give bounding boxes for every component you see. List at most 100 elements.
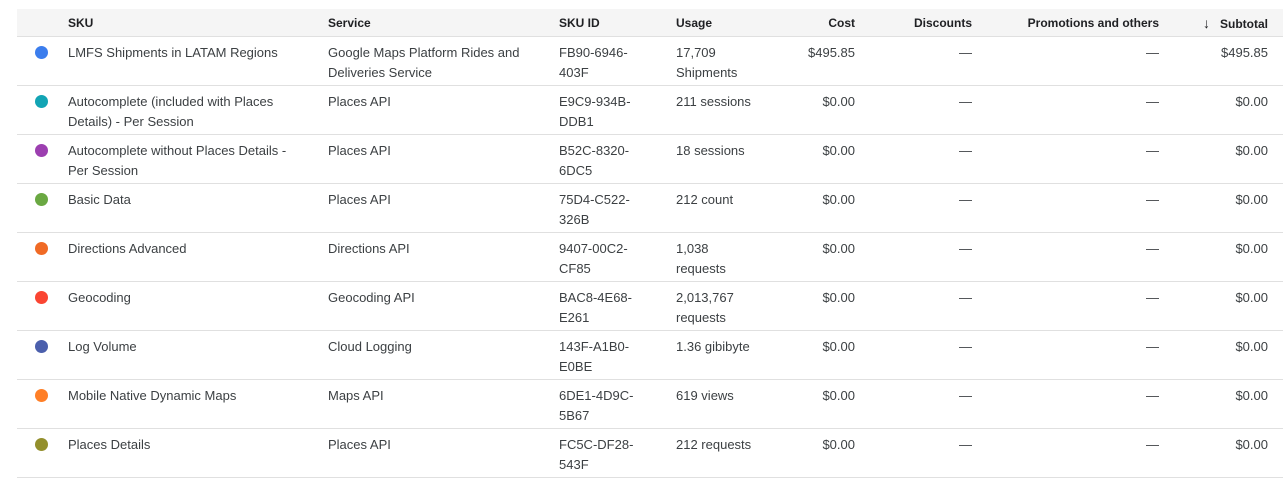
cell-discounts: — bbox=[855, 183, 972, 233]
color-cell bbox=[17, 428, 68, 478]
header-sku-id[interactable]: SKU ID bbox=[559, 9, 676, 37]
arrow-down-icon: ↓ bbox=[1203, 14, 1210, 31]
table-row[interactable]: Geocoding Geocoding API BAC8-4E68-E261 2,01… bbox=[17, 281, 1283, 331]
color-cell bbox=[17, 330, 68, 380]
color-cell bbox=[17, 232, 68, 282]
cell-usage: 212 requests bbox=[676, 428, 776, 478]
cell-sku-id: 6DE1-4D9C-5B67 bbox=[559, 379, 676, 429]
cell-discounts: — bbox=[855, 281, 972, 331]
header-usage[interactable]: Usage bbox=[676, 9, 776, 37]
cell-cost: $495.85 bbox=[776, 36, 855, 86]
table-row[interactable]: Directions Advanced Directions API 9407-00… bbox=[17, 232, 1283, 282]
color-cell bbox=[17, 134, 68, 184]
header-subtotal-label: Subtotal bbox=[1220, 16, 1268, 31]
cell-discounts: — bbox=[855, 330, 972, 380]
table-row[interactable]: Log Volume Cloud Logging 143F-A1B0-E0BE 1.3… bbox=[17, 330, 1283, 380]
cell-usage: 1,038 requests bbox=[676, 232, 776, 282]
table-row[interactable]: Places Details Places API FC5C-DF28-543F 21… bbox=[17, 428, 1283, 478]
header-subtotal[interactable]: ↓ Subtotal bbox=[1159, 9, 1283, 37]
series-color-dot bbox=[35, 46, 48, 59]
cell-usage: 2,013,767 requests bbox=[676, 281, 776, 331]
sku-cost-table: SKU Service SKU ID Usage Cost Discounts … bbox=[17, 9, 1283, 478]
cell-subtotal: $0.00 bbox=[1159, 134, 1283, 184]
cell-promotions: — bbox=[972, 379, 1159, 429]
header-discounts[interactable]: Discounts bbox=[855, 9, 972, 37]
cell-service: Cloud Logging bbox=[328, 330, 559, 380]
series-color-dot bbox=[35, 438, 48, 451]
series-color-dot bbox=[35, 340, 48, 353]
color-cell bbox=[17, 281, 68, 331]
cell-cost: $0.00 bbox=[776, 232, 855, 282]
cell-subtotal: $0.00 bbox=[1159, 85, 1283, 135]
cell-service: Directions API bbox=[328, 232, 559, 282]
cell-promotions: — bbox=[972, 134, 1159, 184]
cell-usage: 1.36 gibibyte bbox=[676, 330, 776, 380]
cell-subtotal: $0.00 bbox=[1159, 379, 1283, 429]
cell-service: Places API bbox=[328, 428, 559, 478]
cell-sku-id: B52C-8320-6DC5 bbox=[559, 134, 676, 184]
cell-sku: Log Volume bbox=[68, 330, 328, 380]
cell-cost: $0.00 bbox=[776, 428, 855, 478]
cell-subtotal: $0.00 bbox=[1159, 330, 1283, 380]
cell-sku: Places Details bbox=[68, 428, 328, 478]
series-color-dot bbox=[35, 193, 48, 206]
cell-service: Google Maps Platform Rides and Deliverie… bbox=[328, 36, 559, 86]
cell-usage: 211 sessions bbox=[676, 85, 776, 135]
cell-cost: $0.00 bbox=[776, 330, 855, 380]
table-row[interactable]: Basic Data Places API 75D4-C522-326B 212 co… bbox=[17, 183, 1283, 233]
cell-usage: 18 sessions bbox=[676, 134, 776, 184]
table-row[interactable]: Autocomplete without Places Details - Pe… bbox=[17, 134, 1283, 184]
cell-promotions: — bbox=[972, 330, 1159, 380]
cell-cost: $0.00 bbox=[776, 85, 855, 135]
cell-discounts: — bbox=[855, 36, 972, 86]
color-cell bbox=[17, 379, 68, 429]
cell-subtotal: $495.85 bbox=[1159, 36, 1283, 86]
cell-promotions: — bbox=[972, 281, 1159, 331]
cell-sku-id: FC5C-DF28-543F bbox=[559, 428, 676, 478]
cell-promotions: — bbox=[972, 428, 1159, 478]
cell-sku: Autocomplete (included with Places Detai… bbox=[68, 85, 328, 135]
cell-sku-id: 75D4-C522-326B bbox=[559, 183, 676, 233]
color-cell bbox=[17, 85, 68, 135]
header-cost[interactable]: Cost bbox=[776, 9, 855, 37]
cell-cost: $0.00 bbox=[776, 134, 855, 184]
cell-cost: $0.00 bbox=[776, 379, 855, 429]
cell-service: Places API bbox=[328, 134, 559, 184]
cell-cost: $0.00 bbox=[776, 281, 855, 331]
cell-cost: $0.00 bbox=[776, 183, 855, 233]
series-color-dot bbox=[35, 144, 48, 157]
header-service[interactable]: Service bbox=[328, 9, 559, 37]
series-color-dot bbox=[35, 291, 48, 304]
cell-promotions: — bbox=[972, 85, 1159, 135]
cell-service: Maps API bbox=[328, 379, 559, 429]
cell-sku-id: 9407-00C2-CF85 bbox=[559, 232, 676, 282]
color-cell bbox=[17, 36, 68, 86]
series-color-dot bbox=[35, 389, 48, 402]
cell-subtotal: $0.00 bbox=[1159, 428, 1283, 478]
header-promotions[interactable]: Promotions and others bbox=[972, 9, 1159, 37]
cell-sku: Mobile Native Dynamic Maps bbox=[68, 379, 328, 429]
cell-subtotal: $0.00 bbox=[1159, 183, 1283, 233]
cell-promotions: — bbox=[972, 232, 1159, 282]
cell-discounts: — bbox=[855, 85, 972, 135]
table-row[interactable]: Mobile Native Dynamic Maps Maps API 6DE1-4… bbox=[17, 379, 1283, 429]
cell-usage: 619 views bbox=[676, 379, 776, 429]
cell-sku-id: FB90-6946-403F bbox=[559, 36, 676, 86]
color-cell bbox=[17, 183, 68, 233]
cell-service: Geocoding API bbox=[328, 281, 559, 331]
header-row: SKU Service SKU ID Usage Cost Discounts … bbox=[17, 9, 1283, 37]
cell-usage: 17,709 Shipments bbox=[676, 36, 776, 86]
table-row[interactable]: LMFS Shipments in LATAM Regions Google Ma… bbox=[17, 36, 1283, 86]
cell-discounts: — bbox=[855, 428, 972, 478]
cell-sku-id: E9C9-934B-DDB1 bbox=[559, 85, 676, 135]
cell-promotions: — bbox=[972, 36, 1159, 86]
series-color-dot bbox=[35, 242, 48, 255]
cell-sku: Geocoding bbox=[68, 281, 328, 331]
cell-sku: Directions Advanced bbox=[68, 232, 328, 282]
cell-sku-id: BAC8-4E68-E261 bbox=[559, 281, 676, 331]
table-row[interactable]: Autocomplete (included with Places Detai… bbox=[17, 85, 1283, 135]
header-sku[interactable]: SKU bbox=[68, 9, 328, 37]
cell-sku: LMFS Shipments in LATAM Regions bbox=[68, 36, 328, 86]
cell-discounts: — bbox=[855, 379, 972, 429]
cell-usage: 212 count bbox=[676, 183, 776, 233]
